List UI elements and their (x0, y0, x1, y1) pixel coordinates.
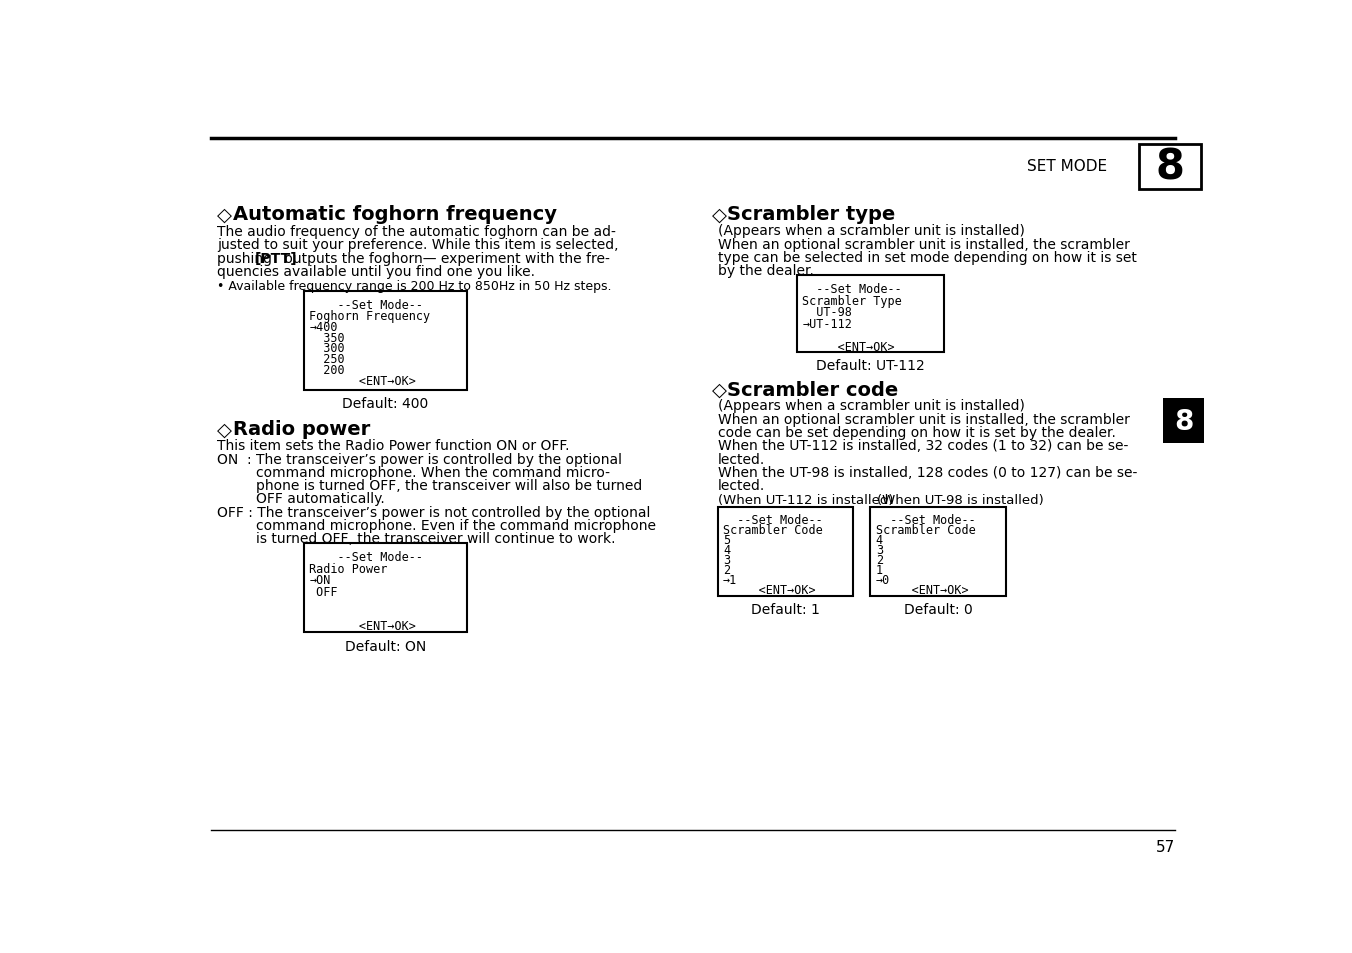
Text: 4: 4 (723, 543, 730, 557)
Text: ON  : The transceiver’s power is controlled by the optional: ON : The transceiver’s power is controll… (218, 452, 622, 466)
Text: When the UT-98 is installed, 128 codes (0 to 127) can be se-: When the UT-98 is installed, 128 codes (… (718, 465, 1137, 479)
Text: This item sets the Radio Power function ON or OFF.: This item sets the Radio Power function … (218, 438, 569, 452)
Bar (1140, 145, 1202, 190)
Text: --Set Mode--: --Set Mode-- (310, 551, 423, 563)
Text: phone is turned OFF, the transceiver will also be turned: phone is turned OFF, the transceiver wil… (256, 478, 642, 492)
Text: <ENT→OK>: <ENT→OK> (310, 619, 416, 633)
Text: When the UT-112 is installed, 32 codes (1 to 32) can be se-: When the UT-112 is installed, 32 codes (… (718, 439, 1128, 453)
Text: OFF automatically.: OFF automatically. (256, 491, 384, 505)
Text: ◇: ◇ (711, 380, 726, 399)
Text: command microphone. When the command micro-: command microphone. When the command mic… (256, 465, 610, 479)
Text: →400: →400 (310, 320, 338, 334)
Text: 8: 8 (1174, 407, 1194, 436)
Text: 3: 3 (723, 554, 730, 566)
Text: 300: 300 (310, 342, 345, 355)
Text: Radio Power: Radio Power (310, 562, 388, 575)
Text: →0: →0 (876, 574, 890, 586)
Text: The audio frequency of the automatic foghorn can be ad-: The audio frequency of the automatic fog… (218, 225, 617, 239)
Text: 4: 4 (876, 534, 883, 547)
Text: command microphone. Even if the command microphone: command microphone. Even if the command … (256, 518, 656, 532)
Text: ◇: ◇ (218, 205, 233, 224)
Bar (1163, 399, 1205, 443)
Text: 8: 8 (1156, 147, 1184, 189)
Text: <ENT→OK>: <ENT→OK> (876, 583, 968, 597)
Text: --Set Mode--: --Set Mode-- (802, 283, 902, 295)
Text: Default: 0: Default: 0 (904, 603, 972, 617)
Bar (871, 507, 1006, 597)
Text: type can be selected in set mode depending on how it is set: type can be selected in set mode dependi… (718, 251, 1137, 265)
Text: Scrambler Code: Scrambler Code (876, 523, 976, 537)
Text: Default: 400: Default: 400 (342, 396, 429, 411)
Text: code can be set depending on how it is set by the dealer.: code can be set depending on how it is s… (718, 426, 1115, 440)
Text: →1: →1 (723, 574, 737, 586)
Text: (When UT-112 is installed): (When UT-112 is installed) (718, 494, 894, 507)
Text: pushing: pushing (218, 252, 276, 265)
Text: --Set Mode--: --Set Mode-- (723, 514, 823, 527)
Text: --Set Mode--: --Set Mode-- (876, 514, 976, 527)
Text: justed to suit your preference. While this item is selected,: justed to suit your preference. While th… (218, 238, 619, 253)
Text: Radio power: Radio power (233, 419, 370, 438)
Text: lected.: lected. (718, 478, 765, 492)
Text: 1: 1 (876, 563, 883, 577)
Text: UT-98: UT-98 (802, 306, 852, 319)
Text: 5: 5 (723, 534, 730, 547)
Text: 350: 350 (310, 332, 345, 344)
Text: (When UT-98 is installed): (When UT-98 is installed) (876, 494, 1044, 507)
Text: outputs the foghorn— experiment with the fre-: outputs the foghorn— experiment with the… (280, 252, 610, 265)
Text: OFF: OFF (310, 585, 338, 598)
Text: OFF : The transceiver’s power is not controlled by the optional: OFF : The transceiver’s power is not con… (218, 505, 650, 519)
Text: Foghorn Frequency: Foghorn Frequency (310, 310, 430, 323)
Text: (Appears when a scrambler unit is installed): (Appears when a scrambler unit is instal… (718, 224, 1025, 237)
Text: <ENT→OK>: <ENT→OK> (723, 583, 815, 597)
Text: 250: 250 (310, 353, 345, 366)
Text: ◇: ◇ (711, 205, 726, 224)
Text: (Appears when a scrambler unit is installed): (Appears when a scrambler unit is instal… (718, 399, 1025, 413)
Text: quencies available until you find one you like.: quencies available until you find one yo… (218, 264, 535, 278)
Text: 3: 3 (876, 543, 883, 557)
Text: --Set Mode--: --Set Mode-- (310, 299, 423, 312)
Text: ◇: ◇ (218, 419, 233, 438)
Text: Scrambler type: Scrambler type (727, 205, 895, 224)
Text: Default: UT-112: Default: UT-112 (817, 359, 925, 373)
Text: 2: 2 (723, 563, 730, 577)
Text: When an optional scrambler unit is installed, the scrambler: When an optional scrambler unit is insta… (718, 237, 1129, 252)
Text: →ON: →ON (310, 574, 331, 586)
Text: <ENT→OK>: <ENT→OK> (802, 340, 895, 354)
Text: lected.: lected. (718, 452, 765, 466)
Bar (304, 292, 466, 391)
Text: When an optional scrambler unit is installed, the scrambler: When an optional scrambler unit is insta… (718, 413, 1129, 427)
Text: 200: 200 (310, 364, 345, 376)
Text: 57: 57 (1156, 839, 1175, 854)
Bar (796, 275, 944, 353)
Text: →UT-112: →UT-112 (802, 317, 852, 331)
Bar (718, 507, 853, 597)
Text: SET MODE: SET MODE (1026, 159, 1107, 174)
Text: Automatic foghorn frequency: Automatic foghorn frequency (233, 205, 557, 224)
Text: <ENT→OK>: <ENT→OK> (310, 375, 416, 387)
Text: Scrambler Code: Scrambler Code (723, 523, 823, 537)
Text: [PTT]: [PTT] (254, 252, 297, 265)
Text: Scrambler code: Scrambler code (727, 380, 898, 399)
Text: • Available frequency range is 200 Hz to 850Hz in 50 Hz steps.: • Available frequency range is 200 Hz to… (218, 280, 611, 293)
Text: Scrambler Type: Scrambler Type (802, 294, 902, 307)
Bar (304, 543, 466, 633)
Text: by the dealer.: by the dealer. (718, 264, 814, 277)
Text: 2: 2 (876, 554, 883, 566)
Text: Default: 1: Default: 1 (752, 603, 819, 617)
Text: Default: ON: Default: ON (345, 639, 426, 653)
Text: is turned OFF, the transceiver will continue to work.: is turned OFF, the transceiver will cont… (256, 531, 615, 545)
